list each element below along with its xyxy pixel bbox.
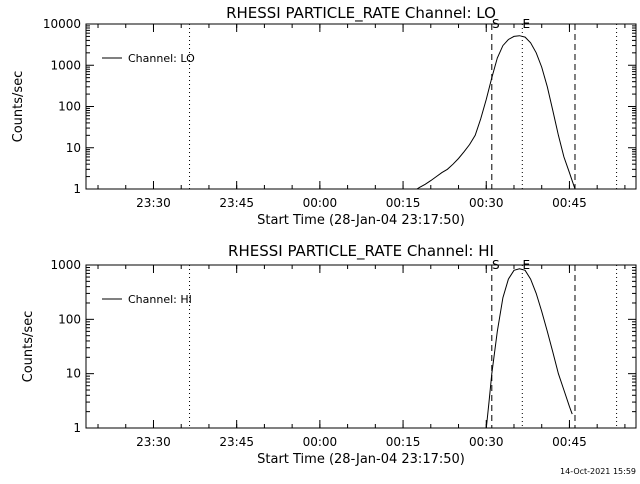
y-tick-label: 10000 bbox=[43, 17, 81, 31]
x-tick-label: 00:00 bbox=[303, 196, 338, 210]
x-tick-label: 00:30 bbox=[469, 435, 504, 449]
y-tick-label: 100 bbox=[58, 312, 81, 326]
y-axis-label: Counts/sec bbox=[21, 311, 36, 383]
x-tick-label: 23:45 bbox=[219, 196, 254, 210]
chart-title: RHESSI PARTICLE_RATE Channel: HI bbox=[228, 242, 494, 261]
y-tick-label: 10 bbox=[66, 367, 81, 381]
lo-channel-panel: RHESSI PARTICLE_RATE Channel: LO Counts/s… bbox=[11, 4, 637, 228]
legend-label: Channel: HI bbox=[128, 293, 192, 306]
series-line bbox=[416, 35, 576, 190]
y-tick-label: 1000 bbox=[50, 58, 81, 72]
x-tick-label: 00:15 bbox=[386, 435, 421, 449]
x-tick-label: 23:45 bbox=[219, 435, 254, 449]
event-marker-label: S bbox=[492, 258, 500, 272]
x-tick-label: 00:15 bbox=[386, 196, 421, 210]
x-axis-label: Start Time (28-Jan-04 23:17:50) bbox=[257, 213, 465, 228]
event-marker-label: E bbox=[523, 17, 531, 31]
event-marker-label: S bbox=[492, 17, 500, 31]
y-tick-label: 1 bbox=[73, 182, 81, 196]
y-tick-label: 100 bbox=[58, 100, 81, 114]
y-axis-label: Counts/sec bbox=[11, 71, 26, 143]
x-tick-label: 00:45 bbox=[552, 435, 587, 449]
series-line bbox=[485, 268, 573, 429]
hi-channel-panel: RHESSI PARTICLE_RATE Channel: HI Counts/s… bbox=[21, 242, 637, 467]
y-tick-label: 10 bbox=[66, 141, 81, 155]
x-tick-label: 23:30 bbox=[136, 196, 171, 210]
y-tick-label: 1000 bbox=[50, 258, 81, 272]
chart-title: RHESSI PARTICLE_RATE Channel: LO bbox=[226, 4, 496, 23]
x-tick-label: 00:00 bbox=[303, 435, 338, 449]
x-axis-label: Start Time (28-Jan-04 23:17:50) bbox=[257, 452, 465, 467]
event-marker-label: E bbox=[523, 258, 531, 272]
x-tick-label: 00:30 bbox=[469, 196, 504, 210]
plot-frame bbox=[85, 264, 637, 429]
x-tick-label: 23:30 bbox=[136, 435, 171, 449]
plot-frame bbox=[85, 23, 637, 190]
x-tick-label: 00:45 bbox=[552, 196, 587, 210]
plot-timestamp: 14-Oct-2021 15:59 bbox=[560, 467, 636, 476]
y-tick-label: 1 bbox=[73, 421, 81, 435]
legend-label: Channel: LO bbox=[128, 52, 195, 65]
